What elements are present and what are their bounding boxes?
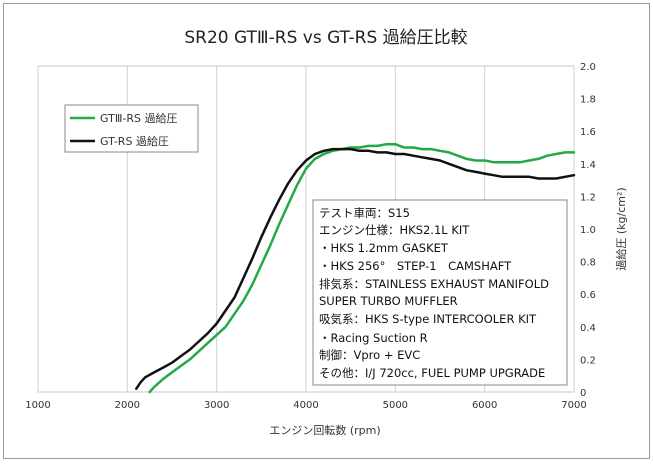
legend-box xyxy=(64,104,199,153)
x-tick-label: 4000 xyxy=(293,400,318,411)
legend-label-gt3rs: GTⅢ-RS 過給圧 xyxy=(100,111,178,125)
legend: GTⅢ-RS 過給圧 GT-RS 過給圧 xyxy=(64,104,199,153)
y-tick-label: 0.6 xyxy=(580,290,596,301)
y-tick-label: 2.0 xyxy=(580,62,596,73)
y-tick-label: 1.0 xyxy=(580,225,596,236)
x-axis-title: エンジン回転数 (rpm) xyxy=(269,424,380,437)
x-tick-label: 6000 xyxy=(472,400,497,411)
spec-line: ・Racing Suction R xyxy=(319,331,428,345)
x-axis-ticks: 1000 2000 3000 4000 5000 6000 7000 xyxy=(25,400,586,411)
y-tick-label: 1.8 xyxy=(580,95,596,106)
y-tick-label: 1.2 xyxy=(580,192,596,203)
series-line-gt3rs xyxy=(148,142,576,394)
spec-line: 排気系：STAINLESS EXHAUST MANIFOLD xyxy=(319,277,549,291)
y-tick-label: 0.8 xyxy=(580,258,596,269)
x-tick-label: 5000 xyxy=(383,400,408,411)
x-tick-label: 3000 xyxy=(204,400,229,411)
y-tick-label: 0 xyxy=(580,388,586,399)
chart-title: SR20 GTⅢ-RS vs GT-RS 過給圧比較 xyxy=(184,28,467,48)
y-tick-label: 1.4 xyxy=(580,160,596,171)
y-axis-ticks: 0 0.2 0.4 0.6 0.8 1.0 1.2 1.4 1.6 1.8 2.0 xyxy=(580,62,596,399)
spec-line: エンジン仕様：HKS2.1L KIT xyxy=(319,223,470,237)
x-tick-label: 2000 xyxy=(115,400,140,411)
legend-label-gtrs: GT-RS 過給圧 xyxy=(100,134,169,148)
spec-line: テスト車両：S15 xyxy=(319,206,410,220)
y-tick-label: 1.6 xyxy=(580,127,596,138)
y-tick-label: 0.2 xyxy=(580,355,596,366)
x-tick-label: 7000 xyxy=(561,400,586,411)
spec-line: 制御：Vpro + EVC xyxy=(319,348,420,362)
spec-line: ・HKS 1.2mm GASKET xyxy=(319,241,449,255)
y-tick-label: 0.4 xyxy=(580,323,596,334)
spec-note: テスト車両：S15 エンジン仕様：HKS2.1L KIT ・HKS 1.2mm … xyxy=(312,199,568,386)
spec-note-box xyxy=(312,199,568,386)
series-layer xyxy=(135,142,576,394)
spec-line: ・HKS 256° STEP-1 CAMSHAFT xyxy=(319,259,512,273)
spec-line: SUPER TURBO MUFFLER xyxy=(319,294,458,308)
x-tick-label: 1000 xyxy=(25,400,50,411)
spec-line: 吸気系：HKS S-type INTERCOOLER KIT xyxy=(319,312,537,326)
y-axis-title: 過給圧 (kg/cm²) xyxy=(614,187,628,270)
spec-line: その他：I/J 720cc, FUEL PUMP UPGRADE xyxy=(319,366,545,380)
series-line-gtrs xyxy=(135,147,576,390)
